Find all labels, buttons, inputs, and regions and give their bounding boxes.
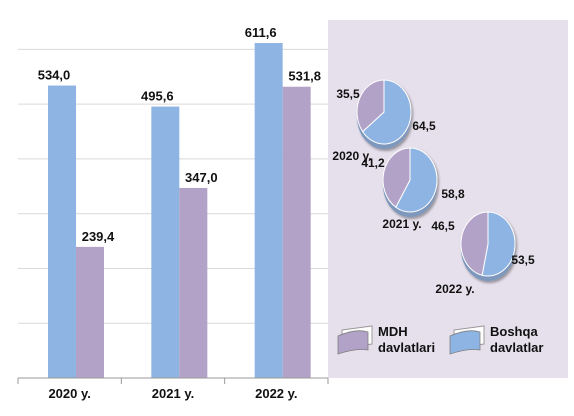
pie-mdh-label: 41,2 (361, 156, 385, 170)
pie-year-label: 2022 y. (435, 282, 474, 296)
pie-slice-boshqa (481, 211, 516, 277)
pie-slice-boshqa (395, 147, 438, 213)
pie-boshqa-label: 58,8 (441, 187, 465, 201)
pie-mdh-label: 46,5 (431, 219, 455, 233)
legend-label-line1: MDH (378, 324, 408, 339)
category-tick-label: 2022 y. (255, 386, 297, 401)
bar-value-label: 347,0 (185, 170, 218, 185)
legend-swatch (337, 330, 369, 355)
bar-value-label: 495,6 (141, 89, 174, 104)
pie-slice-boshqa (362, 79, 412, 145)
pie-slice-mdh (356, 79, 385, 133)
pie-boshqa-label: 64,5 (412, 119, 436, 133)
legend-swatch (449, 330, 481, 355)
bar-chart: 534,0 239,4 2020 y. 495,6 347,0 2021 y. 611,6 5… (17, 25, 329, 401)
legend-label-line1: Boshqa (490, 324, 538, 339)
pie-2 (382, 147, 438, 217)
category-tick-label: 2020 y. (48, 386, 90, 401)
bar-series2-1 (76, 246, 104, 378)
bar-value-label: 239,4 (82, 229, 115, 244)
bar-value-label: 611,6 (245, 25, 277, 40)
pie-slice-mdh (382, 147, 411, 208)
pie-year-label: 2021 y. (382, 217, 421, 231)
pie-panel-background (328, 20, 568, 378)
legend-label-line2: davlatlari (378, 340, 435, 355)
bar-series2-3 (282, 86, 311, 378)
pie-panel: 2020 y. 35,5 64,5 2021 y. 41,2 58,8 2022 y. 46,… (328, 20, 568, 378)
bar-series1-1 (48, 85, 76, 378)
pie-year-label: 2020 y. (332, 149, 371, 163)
pie-1 (356, 79, 412, 149)
bar-series2-2 (179, 187, 208, 378)
pie-slice-mdh (460, 211, 489, 276)
bar-series1-3 (254, 43, 283, 379)
bar-value-label: 531,8 (288, 69, 321, 84)
pie-3 (460, 211, 516, 281)
category-tick-label: 2021 y. (152, 386, 194, 401)
legend-label-line2: davlatlar (490, 340, 543, 355)
bar-value-label: 534,0 (38, 68, 71, 83)
pie-mdh-label: 35,5 (336, 87, 360, 101)
bar-series1-2 (151, 106, 180, 378)
pie-boshqa-label: 53,5 (511, 253, 535, 267)
